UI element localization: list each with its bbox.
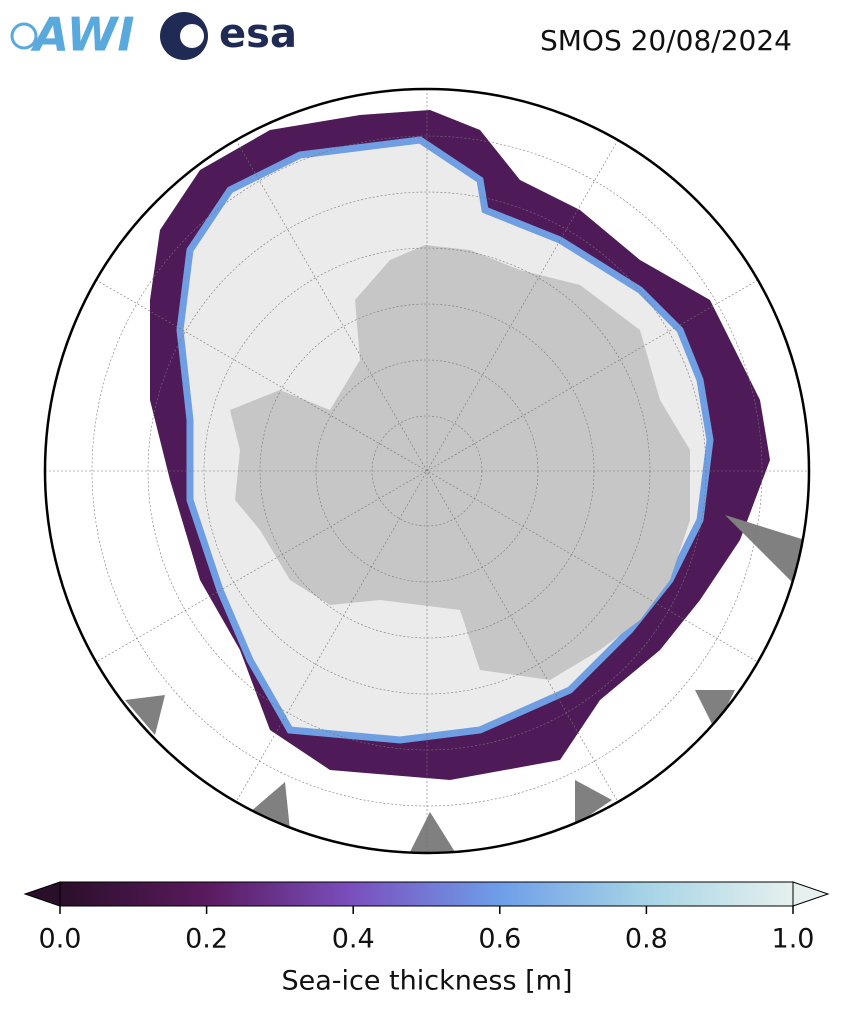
- map: [45, 89, 809, 853]
- graticule: [45, 89, 809, 853]
- colorbar-tick-label: 1.0: [772, 924, 815, 955]
- map-frame: [43, 87, 811, 855]
- antarctica: [230, 245, 690, 680]
- colorbar-extend-low: [23, 881, 61, 907]
- colorbar-ramp: [59, 881, 794, 907]
- colorbar-label: Sea-ice thickness [m]: [281, 966, 572, 997]
- esa-logo: esa: [160, 11, 297, 60]
- land-patches: [125, 515, 805, 852]
- logo-esa: esa: [219, 11, 297, 57]
- map-title: SMOS 20/08/2024: [540, 24, 792, 57]
- colorbar-tick-label: 0.6: [478, 924, 521, 955]
- colorbar-extend-high: [792, 881, 830, 907]
- colorbar-tick-label: 0.0: [39, 924, 82, 955]
- colorbar-tick-label: 0.2: [185, 924, 228, 955]
- colorbar-tick-label: 0.4: [332, 924, 375, 955]
- colorbar-tick-label: 0.8: [625, 924, 668, 955]
- awi-logo: AWI: [10, 8, 135, 62]
- colorbar: [23, 881, 830, 914]
- logo-awi: AWI: [31, 8, 135, 62]
